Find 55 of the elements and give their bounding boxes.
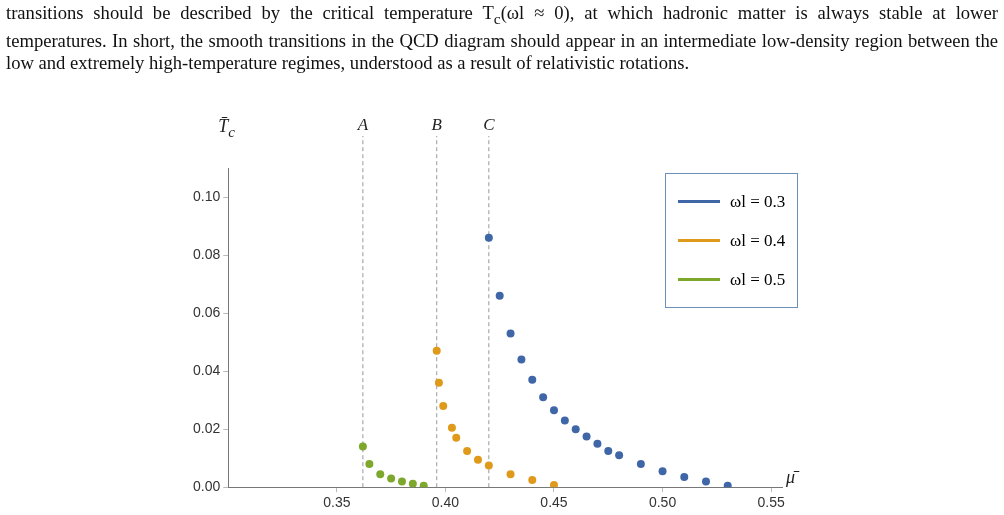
- point: [723, 481, 732, 488]
- point: [408, 479, 417, 488]
- point: [397, 477, 406, 486]
- point: [549, 406, 558, 415]
- point: [358, 442, 367, 451]
- x-tick-label: 0.35: [323, 494, 351, 511]
- point: [604, 446, 613, 455]
- point: [571, 425, 580, 434]
- point: [387, 474, 396, 483]
- point: [447, 423, 456, 432]
- point: [506, 329, 515, 338]
- point: [473, 455, 482, 464]
- point: [506, 470, 515, 479]
- point: [658, 467, 667, 476]
- point: [560, 416, 569, 425]
- point: [452, 433, 461, 442]
- point: [439, 401, 448, 410]
- point: [434, 378, 443, 387]
- point: [484, 233, 493, 242]
- point: [702, 477, 710, 486]
- y-tick-label: 0.10: [193, 187, 221, 204]
- point: [495, 291, 504, 300]
- point: [593, 439, 602, 448]
- point: [549, 480, 558, 488]
- legend-label: ωl = 0.5: [730, 269, 786, 290]
- point: [680, 473, 689, 482]
- point: [539, 393, 548, 402]
- x-tick-label: 0.55: [757, 494, 785, 511]
- y-tick-label: 0.04: [193, 361, 221, 378]
- point: [484, 461, 493, 470]
- point: [636, 459, 645, 468]
- ref-line-label: C: [483, 115, 496, 134]
- legend-label: ωl = 0.3: [730, 191, 786, 212]
- point: [528, 475, 537, 484]
- point: [528, 375, 537, 384]
- y-axis-title: T̄$_{c}$: [218, 116, 235, 141]
- y-tick-label: 0.02: [193, 420, 221, 437]
- point: [419, 481, 428, 488]
- y-tick-label: 0.08: [193, 245, 221, 262]
- x-tick-label: 0.40: [431, 494, 460, 511]
- point: [432, 346, 441, 355]
- y-tick-label: 0.06: [193, 303, 221, 320]
- ref-line-label: A: [356, 115, 369, 134]
- y-tick-label: 0.00: [193, 478, 221, 495]
- point: [376, 470, 385, 479]
- text: transitions should be described by the critical temperature T$_{c}$(ωl ≈ 0), at which hadronic matter is always stable at lower temperatures. In short, the smooth transitions in the QCD diagram should appear in an intermediate low-density region between the low and extremely high-temperature regimes, understood as a result of relativistic rotations.: [6, 2, 998, 74]
- point: [517, 355, 526, 364]
- legend-label: ωl = 0.4: [730, 230, 786, 251]
- x-tick-label: 0.50: [648, 494, 677, 511]
- point: [615, 451, 624, 460]
- point: [582, 432, 591, 441]
- point: [365, 459, 374, 468]
- ref-line-label: B: [431, 115, 443, 134]
- point: [463, 446, 472, 455]
- x-tick-label: 0.45: [540, 494, 568, 511]
